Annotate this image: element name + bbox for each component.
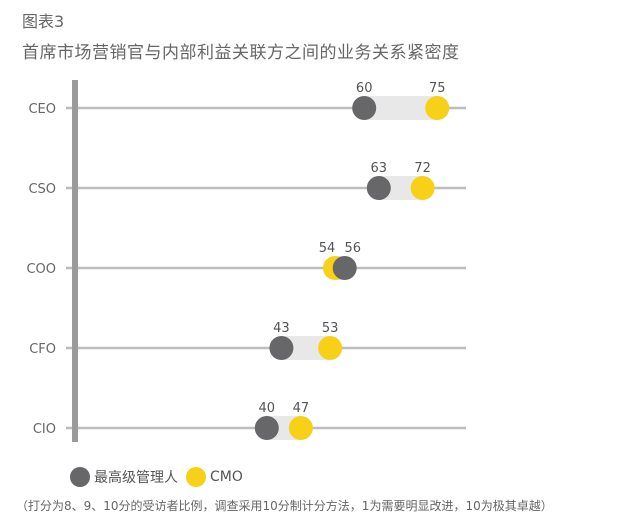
cmo-value-label: 75 — [429, 81, 446, 96]
legend: 最高级管理人 CMO — [70, 467, 243, 487]
executive-point — [366, 176, 391, 200]
executive-value-label: 56 — [344, 241, 361, 256]
legend-swatch-executive — [70, 467, 90, 487]
chart-title: 图表3 — [22, 12, 65, 31]
cmo-value-label: 72 — [414, 161, 431, 176]
executive-point — [254, 416, 279, 440]
footnote: （打分为8、9、10分的受访者比例，调查采用10分制计分方法，1为需要明显改进，… — [16, 499, 553, 513]
cmo-value-label: 53 — [322, 321, 339, 336]
category-label-cio: CIO — [33, 422, 56, 437]
legend-label-executive: 最高级管理人 — [94, 470, 178, 486]
cmo-point — [425, 96, 450, 120]
legend-label-cmo: CMO — [210, 469, 243, 485]
category-label-cfo: CFO — [29, 342, 56, 357]
executive-point — [352, 96, 377, 120]
executive-value-label: 63 — [371, 161, 388, 176]
category-label-ceo: CEO — [28, 102, 56, 117]
executive-value-label: 43 — [273, 321, 290, 336]
executive-value-label: 40 — [259, 401, 276, 416]
cmo-point — [318, 336, 343, 360]
category-label-cso: CSO — [28, 182, 56, 197]
category-label-coo: COO — [26, 262, 56, 277]
range-band — [364, 96, 438, 120]
cmo-value-label: 47 — [293, 401, 310, 416]
y-axis — [72, 80, 78, 442]
executive-value-label: 60 — [356, 81, 373, 96]
executive-point — [269, 336, 294, 360]
legend-swatch-cmo — [186, 467, 206, 487]
cmo-value-label: 54 — [319, 241, 336, 256]
executive-point — [332, 256, 357, 280]
dumbbell-chart: CEO CSO COO CFO CIO 60 75 63 72 56 54 43 53 40 47 — [26, 80, 466, 442]
cmo-point — [288, 416, 313, 440]
chart-subtitle: 首席市场营销官与内部利益关联方之间的业务关系紧密度 — [22, 43, 460, 63]
cmo-point — [410, 176, 435, 200]
